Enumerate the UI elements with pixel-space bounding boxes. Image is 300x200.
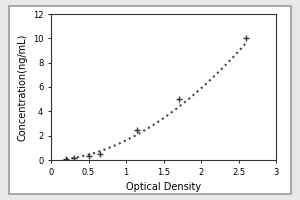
Point — [176, 98, 181, 101]
Point — [64, 157, 68, 160]
Point — [135, 128, 140, 131]
Point — [97, 152, 102, 156]
X-axis label: Optical Density: Optical Density — [126, 182, 201, 192]
Point — [244, 37, 248, 40]
Point — [86, 155, 91, 158]
Y-axis label: Concentration(ng/mL): Concentration(ng/mL) — [17, 33, 27, 141]
Point — [71, 156, 76, 159]
